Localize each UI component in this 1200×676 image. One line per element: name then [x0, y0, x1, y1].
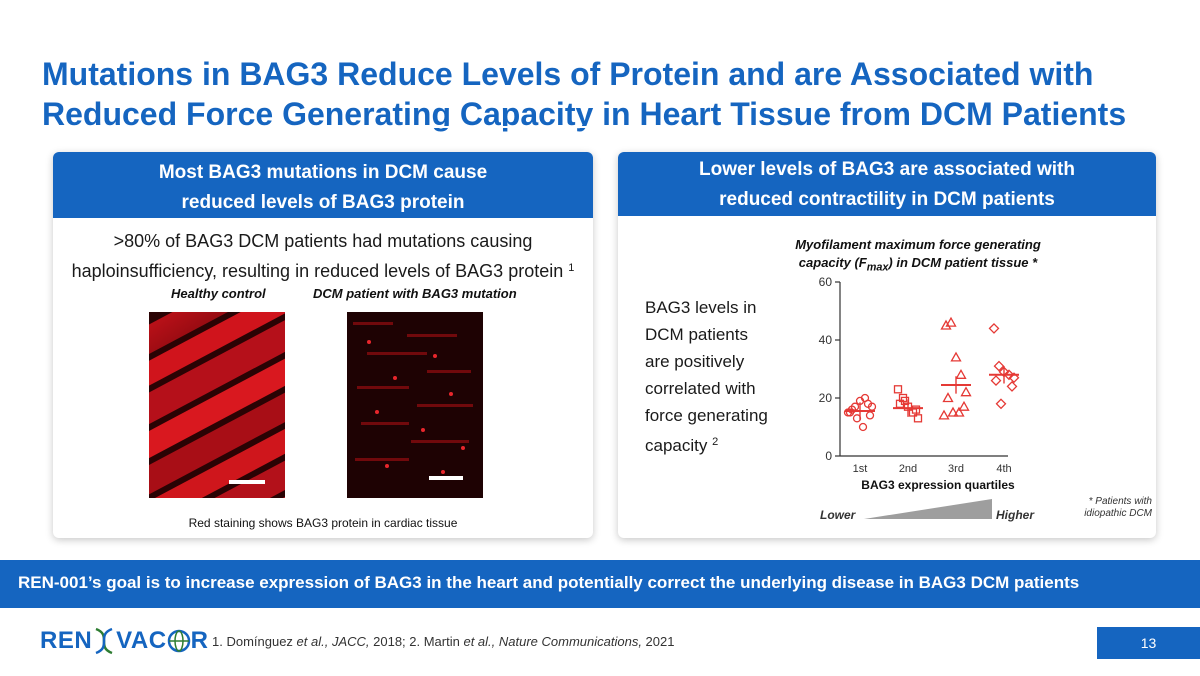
slide-title-line2: Reduced Force Generating Capacity in Hea…	[42, 96, 1127, 132]
chart-title-post: ) in DCM patient tissue *	[888, 255, 1038, 270]
data-point	[913, 414, 923, 423]
slide-title: Mutations in BAG3 Reduce Levels of Prote…	[42, 54, 1162, 134]
goal-banner-text: REN-001’s goal is to increase expression…	[18, 573, 1080, 592]
corr-line: correlated with	[645, 379, 756, 398]
micrograph-caption: Red staining shows BAG3 protein in cardi…	[188, 516, 458, 530]
data-point	[988, 322, 1000, 334]
ref1-etal: et al., JACC,	[296, 634, 370, 649]
data-point	[858, 422, 868, 432]
left-card-header-line2: reduced levels of BAG3 protein	[181, 192, 465, 213]
data-point	[865, 411, 875, 420]
ref1-prefix: 1. Domínguez	[212, 634, 297, 649]
data-point	[911, 405, 921, 414]
left-card-lead: >80% of BAG3 DCM patients had mutations …	[53, 228, 593, 285]
data-point	[843, 408, 853, 417]
y-tick-label: 60	[819, 275, 833, 289]
data-point	[955, 368, 967, 379]
logo-text-post: VAC	[116, 627, 167, 654]
left-card: Most BAG3 mutations in DCM cause reduced…	[53, 152, 593, 538]
corr-line: capacity	[645, 436, 708, 455]
right-card-header: Lower levels of BAG3 are associated with…	[618, 152, 1156, 216]
data-point	[945, 316, 957, 327]
page-number: 13	[1097, 627, 1200, 659]
x-axis-title: BAG3 expression quartiles	[861, 478, 1015, 492]
lead-ref: 1	[568, 262, 575, 274]
x-tick-label: 3rd	[948, 463, 964, 475]
lead-line2: haploinsufficiency, resulting in reduced…	[53, 255, 593, 285]
ref2-suffix: 2021	[641, 634, 675, 649]
dcm-micrograph	[347, 312, 483, 498]
y-tick-label: 0	[825, 449, 832, 463]
renovacor-logo: REN VAC R	[40, 627, 208, 655]
corr-line: are positively	[645, 352, 745, 371]
left-card-header: Most BAG3 mutations in DCM cause reduced…	[53, 152, 593, 218]
corr-line: DCM patients	[645, 325, 748, 344]
expression-gradient-wedge	[864, 499, 992, 519]
label-dcm: DCM patient with BAG3 mutation	[313, 286, 517, 301]
data-point	[940, 319, 952, 330]
corr-line: BAG3 levels in	[645, 298, 757, 317]
x-tick-label: 4th	[996, 463, 1011, 475]
goal-banner: REN-001’s goal is to increase expression…	[0, 560, 1200, 608]
x-tick-label: 2nd	[899, 463, 917, 475]
higher-label: Higher	[996, 508, 1035, 522]
logo-text-end: R	[190, 627, 209, 654]
x-tick-label: 1st	[853, 463, 868, 475]
data-point	[995, 398, 1007, 410]
data-point	[958, 400, 970, 411]
chart-title: Myofilament maximum force generating cap…	[768, 236, 1068, 277]
globe-icon	[167, 629, 190, 653]
data-point	[947, 406, 959, 417]
lead-line2-text: haploinsufficiency, resulting in reduced…	[71, 261, 564, 281]
dna-helix-icon	[95, 627, 113, 655]
data-point	[993, 360, 1005, 372]
corr-line-last: capacity 2	[645, 429, 805, 459]
scatter-chart: 0 20 40 60 1st 2nd 3rd 4th	[819, 275, 1020, 475]
chart-title-pre: capacity (F	[798, 255, 867, 270]
data-point	[938, 409, 950, 420]
footnote-line2: idiopathic DCM	[1084, 508, 1152, 519]
corr-ref: 2	[712, 436, 719, 448]
y-tick-label: 20	[819, 391, 833, 405]
footnote-line1: * Patients with	[1088, 496, 1152, 507]
y-tick-label: 40	[819, 333, 833, 347]
chart-title-sub: max	[866, 261, 889, 274]
lower-label: Lower	[820, 508, 856, 522]
ref2-etal: et al., Nature Communications,	[463, 634, 642, 649]
logo-text-pre: REN	[40, 627, 93, 654]
data-point	[953, 406, 965, 417]
data-point	[942, 392, 954, 403]
right-card: Lower levels of BAG3 are associated with…	[618, 152, 1156, 538]
chart-title-line2: capacity (Fmax) in DCM patient tissue *	[768, 254, 1068, 277]
left-card-header-line1: Most BAG3 mutations in DCM cause	[158, 162, 488, 183]
right-card-header-line2: reduced contractility in DCM patients	[719, 189, 1055, 210]
data-point	[1008, 372, 1020, 384]
data-point	[1003, 369, 1015, 381]
data-point	[893, 385, 903, 394]
footnote: * Patients with idiopathic DCM	[1062, 496, 1152, 520]
ref1-suffix: 2018; 2. Martin	[369, 634, 464, 649]
chart-title-line1: Myofilament maximum force generating	[795, 237, 1041, 252]
corr-line: force generating	[645, 406, 768, 425]
slide-title-line1: Mutations in BAG3 Reduce Levels of Prote…	[42, 56, 1094, 92]
healthy-micrograph	[149, 312, 285, 498]
references: 1. Domínguez et al., JACC, 2018; 2. Mart…	[212, 634, 674, 649]
correlation-text: BAG3 levels in DCM patients are positive…	[645, 294, 805, 459]
data-point	[1006, 380, 1018, 392]
data-point	[960, 386, 972, 397]
lead-line1: >80% of BAG3 DCM patients had mutations …	[113, 231, 533, 251]
data-point	[990, 375, 1002, 387]
right-card-header-line1: Lower levels of BAG3 are associated with	[699, 159, 1075, 180]
label-healthy: Healthy control	[171, 286, 266, 301]
title-rule	[42, 126, 1162, 128]
data-point	[950, 351, 962, 362]
